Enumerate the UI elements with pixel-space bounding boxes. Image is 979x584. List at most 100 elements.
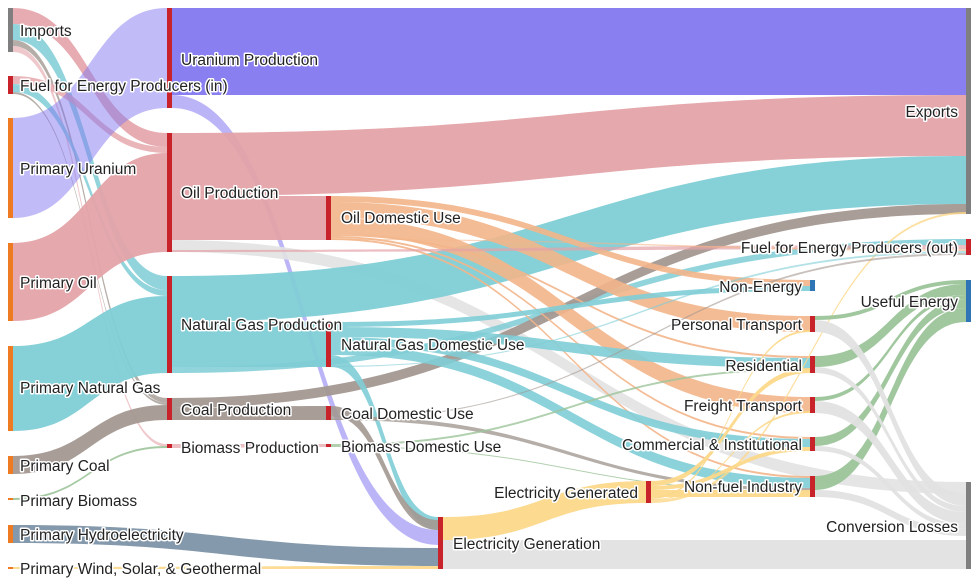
node-label-exports-halo: Exports bbox=[905, 104, 958, 121]
node-label-commercial: Commercial & Institutional bbox=[622, 437, 802, 454]
node-label-fuel-in: Fuel for Energy Producers (in) bbox=[20, 78, 228, 95]
node-label-primary-biomass: Primary Biomass bbox=[20, 493, 137, 510]
node-personal-transport bbox=[810, 316, 815, 332]
link-gas-dom-to-fuel-out bbox=[331, 251, 966, 367]
node-label-coal-prod: Coal Production bbox=[181, 402, 291, 419]
node-label-personal-transport: Personal Transport bbox=[671, 317, 803, 334]
node-primary-uranium bbox=[8, 118, 13, 218]
sankey-links bbox=[13, 8, 966, 569]
link-elec-gen-to-generated bbox=[443, 481, 646, 540]
link-oil-primary-to-prod bbox=[13, 153, 167, 321]
link-oil-dom-to-commercial bbox=[331, 236, 810, 439]
node-label-non-energy: Non-Energy bbox=[719, 279, 802, 296]
node-label-biomass-prod-halo: Biomass Production bbox=[181, 440, 319, 457]
node-label-oil-dom: Oil Domestic Use bbox=[341, 210, 461, 227]
node-label-fuel-out-halo: Fuel for Energy Producers (out) bbox=[741, 240, 958, 257]
node-label-imports-halo: Imports bbox=[20, 23, 72, 40]
node-label-exports: Exports bbox=[905, 104, 958, 121]
link-oil-dom-to-fuel-out bbox=[331, 239, 966, 251]
node-fuel-out bbox=[966, 239, 971, 255]
link-biomass-prod-to-dom bbox=[172, 444, 326, 448]
link-commercial-to-losses bbox=[815, 446, 966, 529]
node-fuel-in bbox=[8, 76, 13, 94]
link-personal-to-useful bbox=[815, 280, 966, 320]
link-generated-to-personal bbox=[651, 330, 810, 499]
link-uranium-prod-to-elec bbox=[172, 95, 438, 545]
node-label-personal-transport-halo: Personal Transport bbox=[671, 317, 803, 334]
node-primary-hydro bbox=[8, 525, 13, 543]
link-oil-dom-to-industry bbox=[331, 238, 810, 478]
link-oil-prod-to-exports bbox=[172, 95, 966, 196]
node-label-gas-prod-halo: Natural Gas Production bbox=[181, 317, 342, 334]
node-imports bbox=[8, 8, 13, 52]
node-oil-prod bbox=[167, 133, 172, 252]
link-gas-primary-to-prod bbox=[13, 296, 167, 431]
link-gas-prod-to-gas-dom bbox=[172, 322, 326, 367]
node-label-oil-dom-halo: Oil Domestic Use bbox=[341, 210, 461, 227]
link-generated-to-freight bbox=[651, 411, 810, 500]
node-label-primary-oil: Primary Oil bbox=[20, 275, 97, 292]
link-gas-dom-to-non-energy bbox=[331, 286, 810, 327]
link-biomass-dom-to-ind bbox=[331, 446, 810, 492]
link-residential-to-useful bbox=[815, 284, 966, 367]
link-residential-to-losses bbox=[815, 367, 966, 512]
link-gas-dom-to-elec bbox=[331, 355, 438, 530]
node-label-gas-dom-halo: Natural Gas Domestic Use bbox=[341, 337, 524, 354]
node-nonfuel-industry bbox=[810, 476, 815, 497]
node-label-biomass-prod: Biomass Production bbox=[181, 440, 319, 457]
node-label-residential-halo: Residential bbox=[725, 358, 802, 375]
node-label-primary-hydro: Primary Hydroelectricity bbox=[20, 527, 184, 544]
link-uranium-prod-to-exports bbox=[172, 8, 966, 95]
node-label-oil-prod: Oil Production bbox=[181, 185, 278, 202]
node-label-gas-prod: Natural Gas Production bbox=[181, 317, 342, 334]
node-label-primary-wind-halo: Primary Wind, Solar, & Geothermal bbox=[20, 561, 261, 578]
link-hydro-to-elec bbox=[13, 525, 438, 566]
node-label-nonfuel-industry-halo: Non-fuel Industry bbox=[684, 479, 802, 496]
link-generated-to-commercial bbox=[651, 447, 810, 490]
node-label-commercial-halo: Commercial & Institutional bbox=[622, 437, 802, 454]
link-coal-prod-to-coal-dom bbox=[172, 406, 326, 420]
node-label-elec-generated: Electricity Generated bbox=[494, 485, 638, 502]
link-biomass-primary-to-prod bbox=[13, 446, 167, 500]
node-label-freight-transport-halo: Freight Transport bbox=[684, 398, 803, 415]
link-oil-prod-to-fuel-out bbox=[172, 245, 966, 252]
link-freight-to-losses bbox=[815, 401, 966, 524]
node-label-primary-uranium: Primary Uranium bbox=[20, 161, 136, 178]
node-label-imports: Imports bbox=[20, 23, 72, 40]
node-oil-dom bbox=[326, 196, 331, 240]
link-gas-dom-to-commercial bbox=[331, 337, 810, 447]
node-label-primary-wind: Primary Wind, Solar, & Geothermal bbox=[20, 561, 261, 578]
node-label-residential: Residential bbox=[725, 358, 802, 375]
link-generated-to-exports bbox=[651, 212, 966, 503]
link-personal-to-losses bbox=[815, 320, 966, 506]
link-coal-primary-to-prod bbox=[13, 405, 167, 474]
node-label-primary-coal: Primary Coal bbox=[20, 458, 110, 475]
link-wind-to-elec bbox=[13, 566, 438, 569]
link-uranium-primary-to-prod bbox=[13, 8, 167, 218]
node-label-primary-oil-halo: Primary Oil bbox=[20, 275, 97, 292]
node-label-primary-hydro-halo: Primary Hydroelectricity bbox=[20, 527, 184, 544]
sankey-nodes bbox=[8, 8, 971, 569]
link-coal-dom-to-industry bbox=[331, 416, 810, 491]
node-non-energy bbox=[810, 280, 815, 291]
link-oil-dom-to-residential bbox=[331, 234, 810, 358]
node-label-conversion-losses-halo: Conversion Losses bbox=[826, 519, 958, 536]
node-primary-oil bbox=[8, 243, 13, 321]
node-coal-dom bbox=[326, 406, 331, 420]
node-label-elec-generated-halo: Electricity Generated bbox=[494, 485, 638, 502]
node-elec-generated bbox=[646, 481, 651, 503]
node-exports bbox=[966, 8, 971, 214]
node-label-primary-gas-halo: Primary Natural Gas bbox=[20, 380, 161, 397]
node-gas-prod bbox=[167, 276, 172, 373]
node-label-primary-gas: Primary Natural Gas bbox=[20, 380, 161, 397]
link-gas-dom-to-residential bbox=[331, 327, 810, 368]
node-label-coal-dom-halo: Coal Domestic Use bbox=[341, 406, 474, 423]
node-label-coal-dom: Coal Domestic Use bbox=[341, 406, 474, 423]
link-oil-prod-to-oil-dom bbox=[172, 196, 326, 240]
link-elec-gen-to-losses bbox=[443, 540, 966, 569]
node-primary-biomass bbox=[8, 498, 13, 500]
node-residential bbox=[810, 356, 815, 373]
node-label-nonfuel-industry: Non-fuel Industry bbox=[684, 479, 802, 496]
link-coal-dom-to-fuel-out bbox=[331, 253, 966, 420]
